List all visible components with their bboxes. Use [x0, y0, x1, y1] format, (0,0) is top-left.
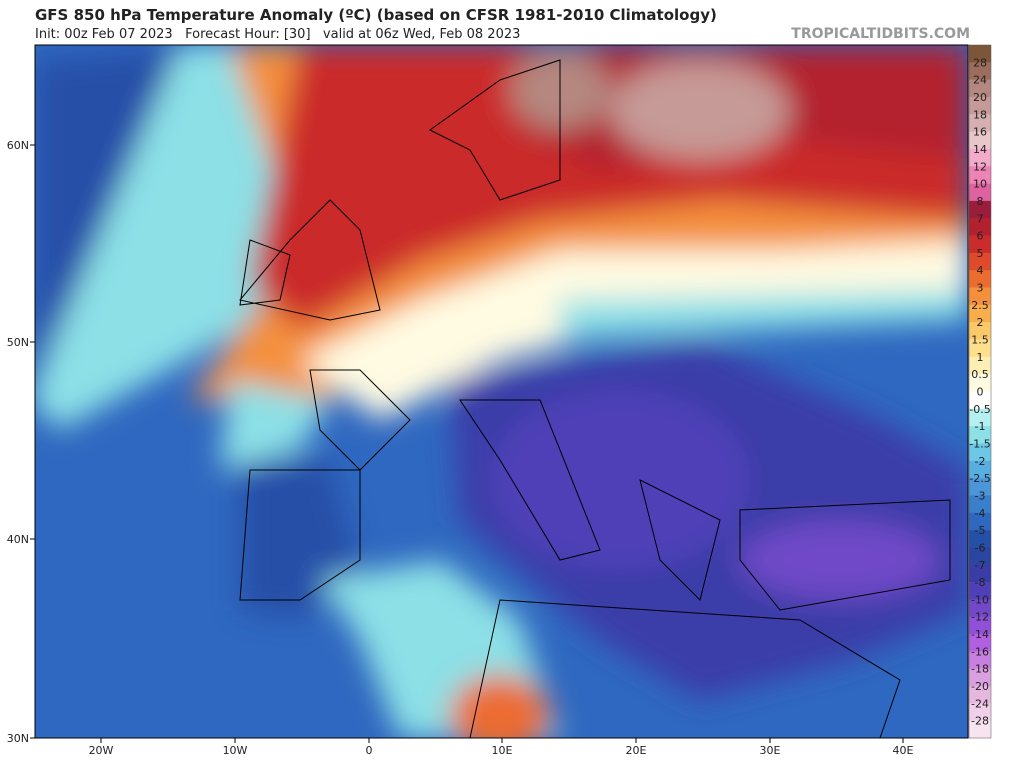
colorbar-label: -1.5 — [969, 437, 990, 450]
lat-label: 50N — [7, 336, 29, 349]
colorbar-label: -18 — [971, 663, 989, 676]
colorbar-bin — [969, 287, 991, 306]
colorbar-bin — [969, 443, 991, 462]
colorbar-bin — [969, 270, 991, 288]
colorbar-bin — [969, 235, 991, 254]
colorbar-label: 0.5 — [971, 368, 989, 381]
colorbar-label: 2 — [977, 316, 984, 329]
colorbar-label: -10 — [971, 593, 989, 606]
colorbar-label: -6 — [975, 541, 986, 554]
colorbar-bin — [969, 651, 991, 669]
colorbar-bin — [969, 339, 991, 358]
lon-label: 30E — [760, 744, 781, 757]
colorbar-frame — [968, 44, 992, 739]
colorbar-bin — [969, 564, 991, 583]
colorbar-label: 2.5 — [971, 299, 989, 312]
colorbar-label: 5 — [977, 247, 984, 260]
colorbar-bin — [969, 616, 991, 635]
colorbar-bin — [969, 668, 991, 687]
lon-label: 20E — [626, 744, 647, 757]
subtitle: Init: 00z Feb 07 2023 Forecast Hour: [30… — [35, 27, 520, 42]
lon-label: 0 — [366, 744, 373, 757]
colorbar-label: 12 — [973, 160, 987, 173]
colorbar-label: -28 — [971, 715, 989, 728]
colorbar-label: 20 — [973, 91, 987, 104]
colorbar-bin — [969, 495, 991, 514]
lon-label: 20W — [89, 744, 114, 757]
colorbar-bin — [969, 252, 991, 271]
colorbar-label: 8 — [977, 195, 984, 208]
colorbar-bin — [969, 530, 991, 548]
colorbar-bin — [969, 512, 991, 531]
colorbar-label: -2.5 — [969, 472, 990, 485]
colorbar-label: 1 — [977, 351, 984, 364]
colorbar-label: 18 — [973, 108, 987, 121]
colorbar-bin — [969, 131, 991, 150]
colorbar-label: 6 — [977, 230, 984, 243]
colorbar-bin — [969, 62, 991, 80]
colorbar-label: -20 — [971, 680, 989, 693]
colorbar-label: -1 — [975, 420, 986, 433]
colorbar-bin — [969, 166, 991, 184]
colorbar-bin — [969, 547, 991, 566]
colorbar-label: 7 — [977, 212, 984, 225]
colorbar-bin — [969, 200, 991, 219]
colorbar-bin — [969, 391, 991, 410]
colorbar-label: 0 — [977, 386, 984, 399]
colorbar-bin — [969, 79, 991, 98]
colorbar-bin — [969, 686, 991, 704]
colorbar-bin — [969, 356, 991, 375]
colorbar-bin — [969, 720, 991, 739]
title: GFS 850 hPa Temperature Anomaly (ºC) (ba… — [35, 6, 717, 24]
colorbar-label: 3 — [977, 282, 984, 295]
colorbar-label: -2 — [975, 455, 986, 468]
colorbar-bin — [969, 304, 991, 323]
colorbar-label: 1.5 — [971, 334, 989, 347]
colorbar-label: 4 — [977, 264, 984, 277]
colorbar-bin — [969, 45, 991, 63]
colorbar-bin — [969, 114, 991, 132]
colorbar-bin — [969, 408, 991, 427]
colorbar-label: 24 — [973, 74, 987, 87]
colorbar-label: -5 — [975, 524, 986, 537]
colorbar-label: -14 — [971, 628, 989, 641]
colorbar-bin — [969, 582, 991, 600]
colorbar-label: -16 — [971, 645, 989, 658]
colorbar-bin — [969, 426, 991, 444]
colorbar-label: 14 — [973, 143, 987, 156]
lon-label: 10E — [492, 744, 513, 757]
lon-label: 10W — [223, 744, 248, 757]
lat-label: 60N — [7, 139, 29, 152]
colorbar-bin — [969, 634, 991, 652]
colorbar-bin — [969, 218, 991, 236]
colorbar-label: -4 — [975, 507, 986, 520]
colorbar-label: -0.5 — [969, 403, 990, 416]
lon-label: 40E — [893, 744, 914, 757]
colorbar-bin — [969, 599, 991, 618]
map-field — [35, 45, 968, 738]
lat-label: 40N — [7, 533, 29, 546]
colorbar-label: -12 — [971, 611, 989, 624]
colorbar-label: -24 — [971, 697, 989, 710]
lat-label: 30N — [7, 732, 29, 745]
colorbar-label: -7 — [975, 559, 986, 572]
colorbar-label: 28 — [973, 56, 987, 69]
credit: TROPICALTIDBITS.COM — [791, 26, 970, 42]
colorbar-bin — [969, 374, 991, 392]
colorbar-label: 16 — [973, 126, 987, 139]
colorbar-bin — [969, 322, 991, 340]
colorbar-bin — [969, 96, 991, 115]
colorbar-bin — [969, 183, 991, 202]
colorbar-label: -3 — [975, 489, 986, 502]
colorbar-label: -8 — [975, 576, 986, 589]
colorbar-bin — [969, 478, 991, 496]
colorbar-bin — [969, 460, 991, 479]
colorbar-bin — [969, 703, 991, 721]
colorbar-label: 10 — [973, 178, 987, 191]
colorbar-bin — [969, 148, 991, 167]
